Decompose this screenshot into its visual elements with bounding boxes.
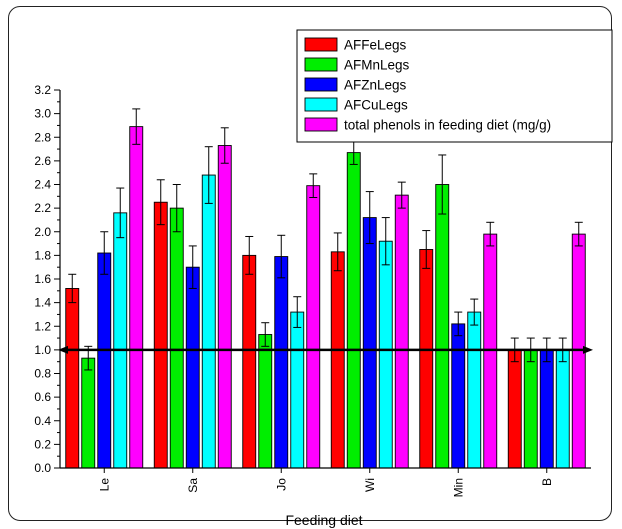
x-tick-label-sa: Sa: [186, 478, 200, 493]
bar-total-wi: [394, 194, 409, 469]
y-tick-label: 1.8: [34, 248, 51, 262]
legend-label: AFMnLegs: [344, 58, 410, 73]
legend-swatch: [304, 77, 338, 92]
bar-afculegs-b: [555, 349, 570, 469]
y-tick-label: 1.0: [34, 343, 51, 357]
bar-afznlegs-sa: [185, 266, 200, 469]
x-tick-label-jo: Jo: [274, 478, 288, 491]
bar-affelegs-sa: [153, 201, 168, 469]
y-tick-label: 1.2: [34, 319, 51, 333]
x-axis-label: Feeding diet: [285, 512, 362, 528]
legend-label: AFCuLegs: [344, 98, 408, 113]
legend-label: total phenols in feeding diet (mg/g): [344, 118, 551, 133]
y-tick-label: 2.4: [34, 178, 51, 192]
y-tick-label: 2.0: [34, 225, 51, 239]
legend-swatch: [304, 97, 338, 112]
bar-afmnlegs-wi: [346, 152, 361, 469]
x-tick-label-min: Min: [451, 478, 465, 497]
y-tick-label: 0.2: [34, 437, 51, 451]
bar-afculegs-sa: [201, 174, 216, 469]
bar-afmnlegs-sa: [169, 207, 184, 469]
y-tick-label: 0.8: [34, 367, 51, 381]
bar-afmnlegs-jo: [258, 334, 273, 469]
y-tick-label: 2.6: [34, 154, 51, 168]
y-tick-label: 3.2: [34, 83, 51, 97]
y-tick-label: 0.0: [34, 461, 51, 475]
y-tick-label: 2.2: [34, 201, 51, 215]
bar-affelegs-wi: [330, 251, 345, 469]
legend-swatch: [304, 117, 338, 132]
y-tick-label: 0.4: [34, 414, 51, 428]
legend-swatch: [304, 37, 338, 52]
bar-affelegs-min: [419, 249, 434, 469]
bar-afmnlegs-min: [435, 184, 450, 469]
x-tick-label-le: Le: [97, 478, 111, 492]
y-tick-label: 0.6: [34, 390, 51, 404]
bar-afznlegs-min: [451, 323, 466, 469]
bar-afznlegs-le: [97, 252, 112, 469]
x-tick-label-b: B: [540, 478, 554, 486]
y-tick-label: 1.4: [34, 296, 51, 310]
bar-afznlegs-jo: [274, 256, 289, 469]
y-tick-label: 2.8: [34, 130, 51, 144]
bar-affelegs-b: [507, 349, 522, 469]
bar-total-le: [129, 126, 144, 469]
legend-label: AFZnLegs: [344, 78, 407, 93]
y-tick-label: 3.0: [34, 107, 51, 121]
bar-afculegs-min: [467, 311, 482, 469]
x-tick-label-wi: Wi: [363, 478, 377, 492]
bar-affelegs-jo: [242, 254, 257, 469]
legend-box: [296, 29, 613, 143]
bar-total-jo: [306, 185, 321, 469]
bar-total-sa: [217, 145, 232, 469]
bar-afmnlegs-le: [81, 357, 96, 469]
bar-afznlegs-b: [539, 349, 554, 469]
bar-affelegs-le: [65, 288, 80, 469]
bar-afculegs-wi: [378, 240, 393, 469]
bar-afmnlegs-b: [523, 349, 538, 469]
y-tick-label: 1.6: [34, 272, 51, 286]
reference-arrow-right: [583, 345, 593, 354]
legend-swatch: [304, 57, 338, 72]
bar-afznlegs-wi: [362, 217, 377, 469]
legend-label: AFFeLegs: [344, 38, 407, 53]
reference-arrow-left: [58, 345, 68, 354]
bar-afculegs-jo: [290, 311, 305, 469]
bar-afculegs-le: [113, 212, 128, 469]
